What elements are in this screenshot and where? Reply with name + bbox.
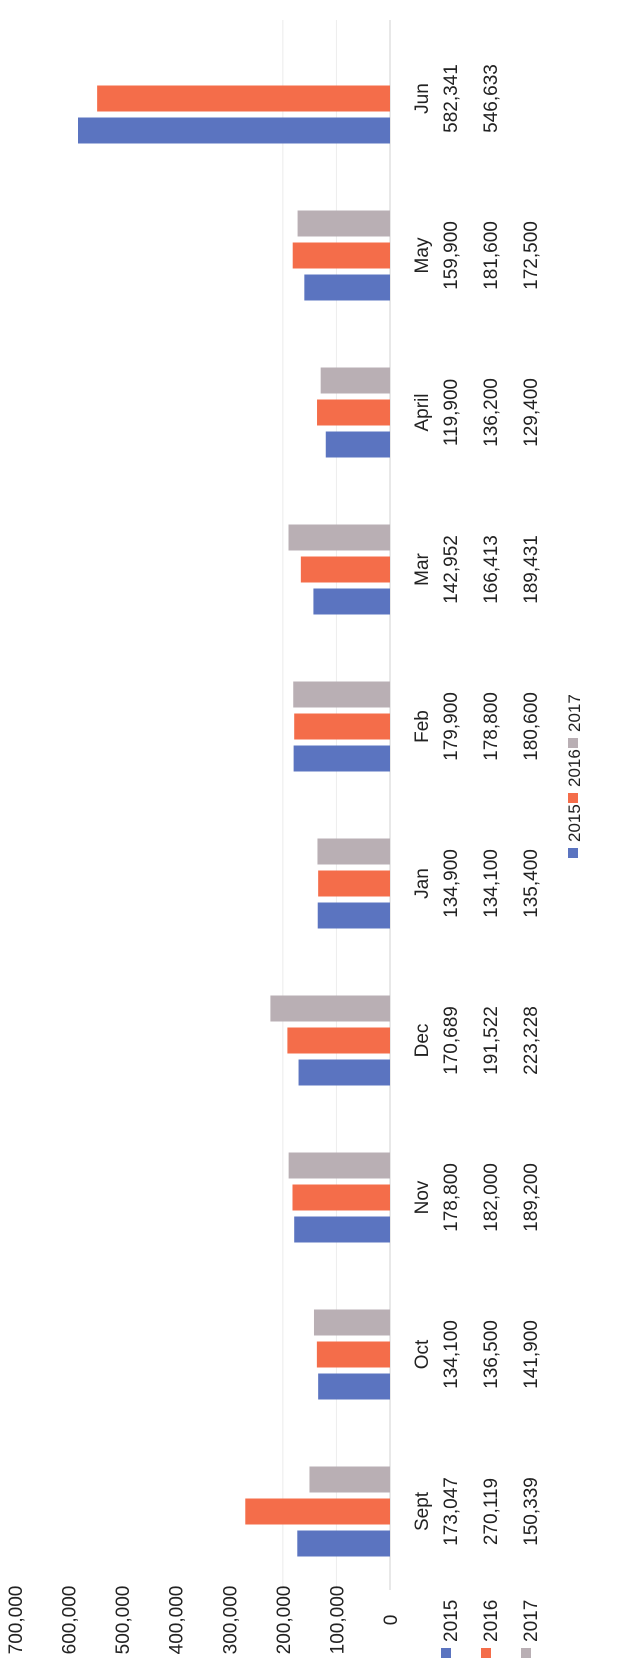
- category-label: Feb: [412, 710, 433, 743]
- tick-label: 400,000: [167, 1586, 188, 1655]
- bar-2016-Jun: [97, 85, 390, 112]
- tick-label: 700,000: [6, 1586, 27, 1655]
- bar-2015-Mar: [313, 588, 390, 615]
- legend-label: 2016: [565, 749, 584, 787]
- bar-2016-Sept: [245, 1498, 390, 1525]
- category-label: April: [412, 393, 433, 431]
- bar-2016-Feb: [294, 713, 390, 740]
- data-label: 189,200: [521, 1163, 542, 1232]
- legend-swatch: [441, 1648, 451, 1658]
- data-table: Sept 173,047 270,119 150,339 Oct 134,100 136,5…: [412, 64, 542, 1658]
- bar-2017-Sept: [309, 1466, 390, 1493]
- tick-label: 0: [381, 1615, 402, 1626]
- bar-2016-May: [292, 242, 390, 269]
- legend: 2015 2016 2017: [565, 694, 584, 858]
- data-label: 191,522: [481, 1006, 502, 1075]
- legend-swatch: [521, 1648, 531, 1658]
- bar-2016-Mar: [300, 556, 390, 583]
- bar-2015-Oct: [318, 1373, 390, 1400]
- tick-label: 100,000: [327, 1586, 348, 1655]
- data-label: 129,400: [521, 378, 542, 447]
- bar-2017-May: [297, 210, 390, 237]
- series-row-header: 2016: [481, 1600, 502, 1642]
- data-label: 141,900: [521, 1320, 542, 1389]
- bar-2016-April: [317, 399, 390, 426]
- bar-2015-Feb: [293, 745, 390, 772]
- tick-label: 300,000: [220, 1586, 241, 1655]
- bar-2015-May: [304, 274, 390, 301]
- category-label: Jun: [412, 83, 433, 114]
- data-label: 178,800: [481, 692, 502, 761]
- bar-2015-April: [325, 431, 390, 458]
- bar-2016-Dec: [287, 1027, 390, 1054]
- category-label: Sept: [412, 1491, 433, 1531]
- bar-2016-Jan: [318, 870, 390, 897]
- bar-2017-April: [320, 367, 390, 394]
- category-label: Nov: [412, 1180, 433, 1214]
- data-label: 135,400: [521, 849, 542, 918]
- bar-2015-Dec: [298, 1059, 390, 1086]
- category-label: Jan: [412, 868, 433, 899]
- data-label: 150,339: [521, 1477, 542, 1546]
- category-label: Mar: [412, 552, 433, 585]
- tick-label: 500,000: [113, 1586, 134, 1655]
- category-label: Oct: [412, 1339, 433, 1369]
- data-label: 136,200: [481, 378, 502, 447]
- tick-label: 600,000: [60, 1586, 81, 1655]
- data-label: 159,900: [441, 221, 462, 290]
- bar-2017-Nov: [288, 1152, 390, 1179]
- series-row-header: 2015: [441, 1600, 462, 1642]
- bar-2016-Nov: [292, 1184, 390, 1211]
- bar-2017-Oct: [313, 1309, 390, 1336]
- series-row-header: 2017: [521, 1600, 542, 1642]
- data-label: 270,119: [481, 1478, 502, 1545]
- data-label: 189,431: [521, 535, 542, 604]
- data-label: 582,341: [441, 64, 462, 133]
- bar-2017-Jan: [317, 838, 390, 865]
- data-label: 170,689: [441, 1006, 462, 1075]
- data-label: 134,100: [441, 1320, 462, 1389]
- bar-2015-Nov: [294, 1216, 390, 1243]
- data-label: 136,500: [481, 1320, 502, 1389]
- legend-swatch: [568, 793, 578, 803]
- data-label: 546,633: [481, 64, 502, 133]
- bar-2017-Mar: [288, 524, 390, 551]
- legend-label: 2015: [565, 804, 584, 842]
- data-label: 172,500: [521, 221, 542, 290]
- data-label: 180,600: [521, 692, 542, 761]
- legend-swatch: [568, 848, 578, 858]
- data-label: 119,900: [441, 379, 462, 446]
- value-axis-ticks: 0 100,000 200,000 300,000 400,000 500,000 600,…: [6, 1586, 402, 1655]
- bar-2015-Jan: [317, 902, 390, 929]
- data-label: 178,800: [441, 1163, 462, 1232]
- data-label: 179,900: [441, 692, 462, 761]
- data-label: 134,900: [441, 849, 462, 918]
- legend-swatch: [481, 1648, 491, 1658]
- bar-2016-Oct: [316, 1341, 390, 1368]
- legend-label: 2017: [565, 694, 584, 732]
- data-label: 134,100: [481, 849, 502, 918]
- data-label: 173,047: [441, 1477, 462, 1546]
- data-label: 182,000: [481, 1163, 502, 1232]
- data-label: 181,600: [481, 221, 502, 290]
- data-label: 223,228: [521, 1006, 542, 1075]
- category-label: May: [412, 237, 433, 273]
- legend-swatch: [568, 738, 578, 748]
- plot-area: [78, 20, 391, 1590]
- tick-label: 200,000: [274, 1586, 295, 1655]
- bar-2017-Feb: [293, 681, 390, 708]
- bar-2017-Dec: [270, 995, 390, 1022]
- category-label: Dec: [412, 1024, 433, 1058]
- data-label: 166,413: [481, 535, 502, 604]
- data-label: 142,952: [441, 535, 462, 604]
- bar-2015-Jun: [78, 117, 390, 144]
- bar-2015-Sept: [297, 1530, 390, 1557]
